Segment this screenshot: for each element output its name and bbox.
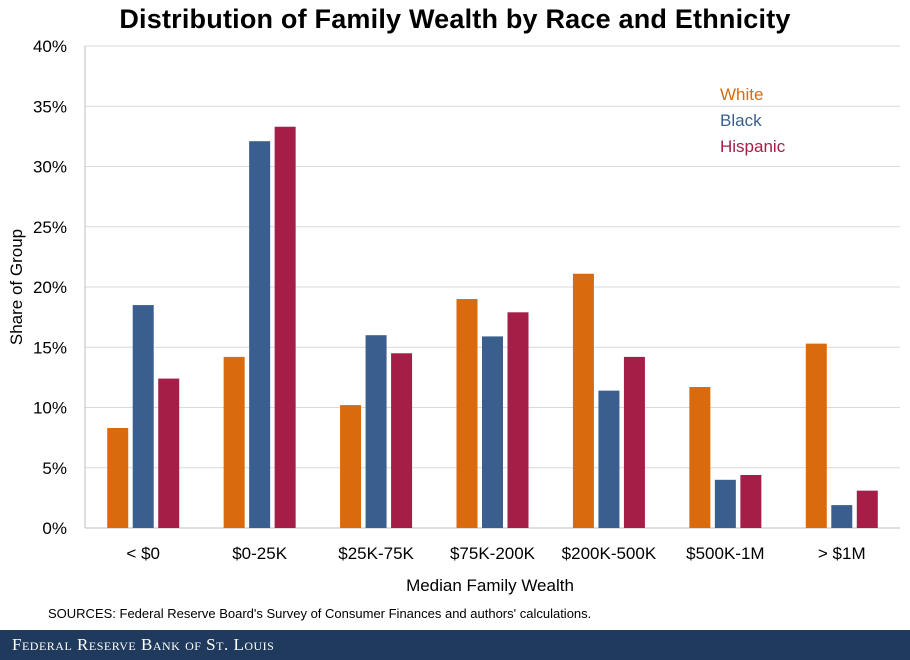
bar-hispanic-4 (623, 356, 645, 528)
y-axis-title: Share of Group (7, 229, 26, 345)
bar-white-5 (689, 387, 711, 528)
legend: White Black Hispanic (720, 85, 786, 156)
y-axis-ticks: 0% 5% 10% 15% 20% 25% 30% 35% 40% (33, 37, 67, 538)
y-tick-label: 40% (33, 37, 67, 56)
x-tick-label: < $0 (126, 544, 160, 563)
bar-white-6 (805, 343, 827, 528)
chart-title: Distribution of Family Wealth by Race an… (119, 4, 791, 34)
footer-bar: Federal Reserve Bank of St. Louis (0, 630, 910, 660)
bar-hispanic-3 (507, 312, 529, 528)
bar-hispanic-5 (740, 474, 762, 528)
bar-black-6 (831, 505, 853, 528)
source-note: SOURCES: Federal Reserve Board's Survey … (48, 606, 592, 621)
bar-hispanic-6 (856, 490, 878, 528)
bar-white-1 (223, 356, 245, 528)
bar-hispanic-2 (391, 353, 413, 528)
y-tick-label: 10% (33, 399, 67, 418)
bar-white-3 (456, 299, 478, 528)
bar-black-4 (598, 390, 620, 528)
bar-black-0 (132, 305, 154, 528)
footer-logo-text: Federal Reserve Bank of St. Louis (12, 635, 275, 654)
x-tick-label: $25K-75K (338, 544, 414, 563)
bar-black-2 (365, 335, 387, 528)
bar-hispanic-1 (274, 126, 296, 529)
y-tick-label: 25% (33, 218, 67, 237)
y-tick-label: 15% (33, 338, 67, 357)
y-tick-label: 5% (42, 459, 67, 478)
legend-item-white: White (720, 85, 763, 104)
x-tick-label: $75K-200K (450, 544, 536, 563)
bar-white-0 (107, 427, 129, 528)
bar-black-1 (249, 141, 271, 528)
bar-chart: 0% 5% 10% 15% 20% 25% 30% 35% 40% < $0 $0-25K $25K… (7, 37, 900, 595)
x-axis-title: Median Family Wealth (406, 576, 574, 595)
bar-white-2 (340, 405, 362, 528)
bar-black-5 (714, 479, 736, 528)
bars (107, 126, 878, 529)
legend-item-black: Black (720, 111, 762, 130)
x-tick-label: $500K-1M (686, 544, 764, 563)
y-tick-label: 0% (42, 519, 67, 538)
x-tick-label: $200K-500K (562, 544, 657, 563)
x-axis-ticks: < $0 $0-25K $25K-75K $75K-200K $200K-500K $50… (126, 544, 865, 563)
bar-white-4 (572, 273, 594, 528)
x-tick-label: > $1M (818, 544, 866, 563)
y-tick-label: 30% (33, 158, 67, 177)
bar-hispanic-0 (158, 378, 180, 528)
bar-black-3 (482, 336, 503, 528)
x-tick-label: $0-25K (232, 544, 287, 563)
legend-item-hispanic: Hispanic (720, 137, 786, 156)
y-tick-label: 35% (33, 97, 67, 116)
y-tick-label: 20% (33, 278, 67, 297)
